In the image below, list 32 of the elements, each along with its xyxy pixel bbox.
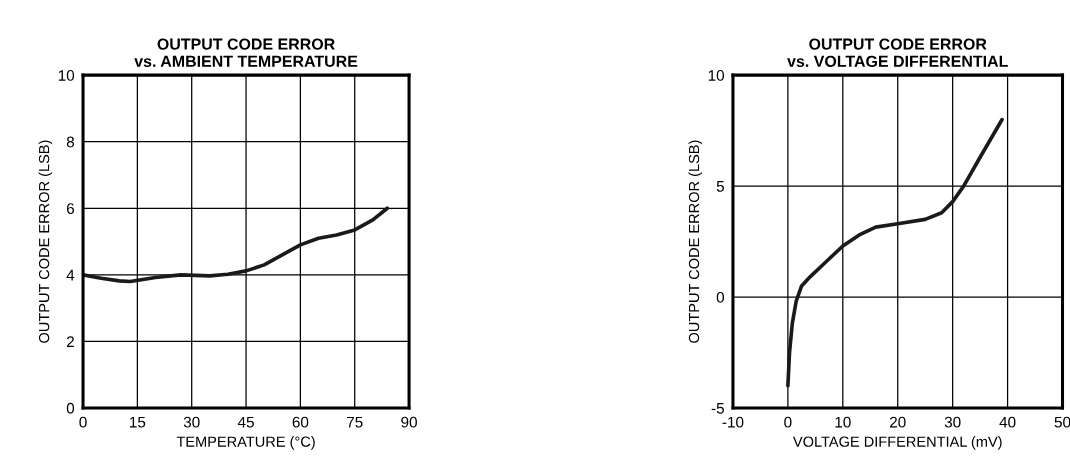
x-axis-title: VOLTAGE DIFFERENTIAL (mV) — [793, 436, 1002, 450]
x-tick-label: 0 — [79, 416, 87, 428]
y-tick-label: 6 — [66, 203, 75, 214]
y-axis-title: OUTPUT CODE ERROR (LSB) — [38, 140, 53, 343]
chart-title: OUTPUT CODE ERROR vs. AMBIENT TEMPERATURE — [134, 38, 358, 67]
x-tick-label: 30 — [183, 416, 200, 428]
line-series — [786, 117, 1004, 388]
y-tick-label: 2 — [66, 336, 74, 347]
x-tick-label: 90 — [401, 416, 417, 428]
y-tick-label: 0 — [716, 291, 725, 303]
y-tick-label: 0 — [66, 402, 75, 414]
y-tick-label: 10 — [708, 70, 725, 81]
x-tick-label: 15 — [130, 416, 146, 428]
x-tick-label: 40 — [999, 416, 1016, 428]
chart-title: OUTPUT CODE ERROR vs. VOLTAGE DIFFERENTIAL — [787, 38, 1008, 67]
x-tick-label: 20 — [890, 416, 906, 428]
x-tick-label: 0 — [784, 416, 792, 428]
x-tick-label: -10 — [722, 416, 744, 428]
x-tick-label: 60 — [292, 416, 309, 428]
y-tick-label: 5 — [716, 181, 724, 192]
x-tick-label: 30 — [944, 416, 961, 428]
y-tick-label: -5 — [711, 403, 724, 414]
y-tick-label: 8 — [66, 136, 75, 148]
x-axis-title: TEMPERATURE (°C) — [176, 436, 315, 450]
y-tick-label: 10 — [58, 70, 75, 81]
x-tick-label: 45 — [237, 416, 254, 428]
x-tick-label: 75 — [347, 416, 363, 428]
x-tick-label: 10 — [835, 416, 851, 428]
y-axis-title: OUTPUT CODE ERROR (LSB) — [688, 140, 703, 343]
y-tick-label: 4 — [66, 269, 75, 281]
line-series — [83, 206, 390, 284]
x-tick-label: 50 — [1054, 416, 1070, 428]
